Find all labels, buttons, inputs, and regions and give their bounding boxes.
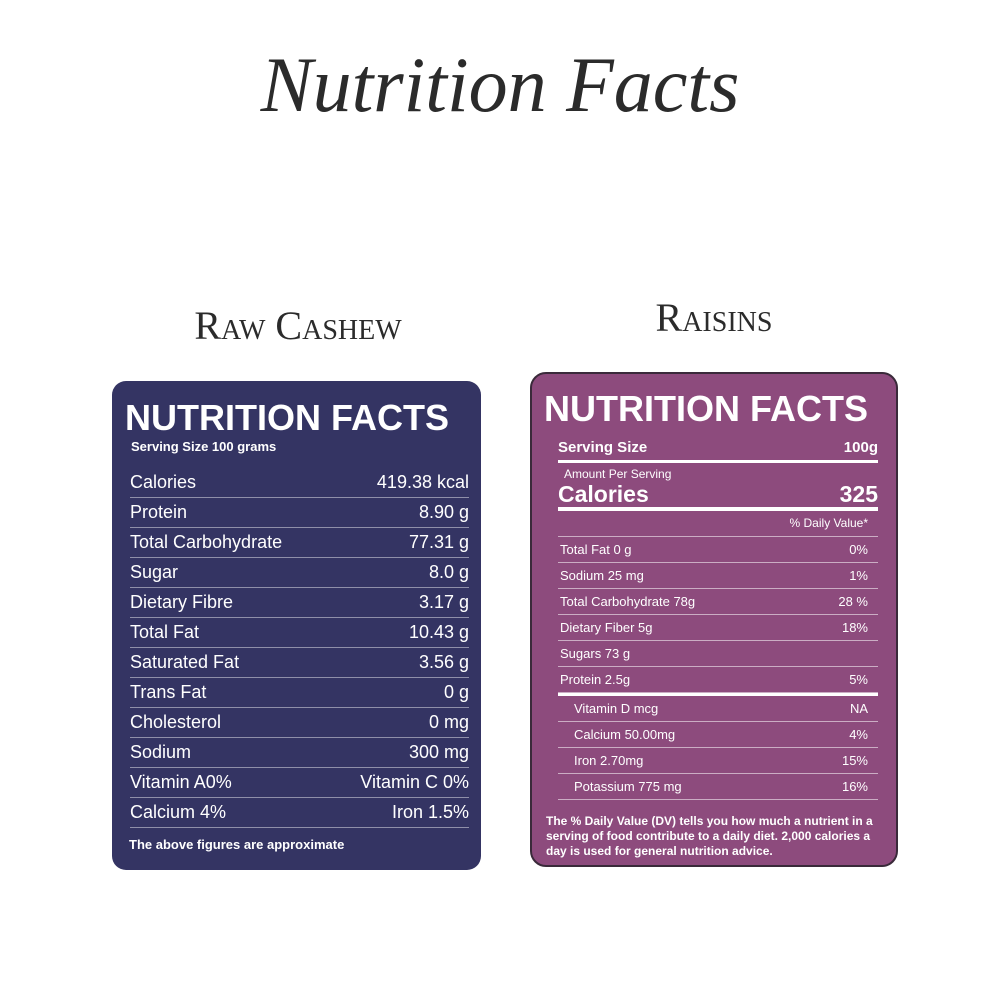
nutrient-name: Sugars 73 g — [560, 646, 631, 661]
nutrient-row: Vitamin A0% Vitamin C 0% — [130, 768, 469, 798]
nutrient-name: Calcium 4% — [130, 802, 227, 822]
nutrient-name: Total Carbohydrate 78g — [560, 594, 696, 609]
nutrient-name: Trans Fat — [130, 682, 207, 702]
nutrient-value: 15% — [841, 753, 868, 768]
nutrient-value: 8.90 g — [418, 502, 469, 522]
page-title: Nutrition Facts — [260, 41, 740, 128]
cashew-label: NUTRITION FACTS Serving Size 100 grams C… — [112, 381, 481, 870]
nutrient-row: Saturated Fat 3.56 g — [130, 648, 469, 678]
dv-header: % Daily Value* — [558, 511, 878, 537]
nutrient-value: Vitamin C 0% — [360, 772, 469, 792]
vitamin-rows: Vitamin D mcg NA Calcium 50.00mg 4% Iron 2.7… — [558, 693, 878, 800]
rows: Calories 419.38 kcal Protein 8.90 g Total Ca… — [130, 468, 469, 828]
nutrient-name: Sugar — [130, 562, 179, 582]
nutrient-row: Total Fat 10.43 g — [130, 618, 469, 648]
nutrient-row: Dietary Fiber 5g 18% — [558, 615, 878, 641]
nutrient-row: Iron 2.70mg 15% — [558, 748, 878, 774]
nutrient-row: Sodium 25 mg 1% — [558, 563, 878, 589]
nutrient-row: Vitamin D mcg NA — [558, 696, 878, 722]
nutrient-name: Protein — [130, 502, 188, 522]
raisins-heading: Raisins — [655, 295, 773, 340]
serving-label: Serving Size — [558, 438, 648, 456]
nutrient-value: Iron 1.5% — [391, 802, 469, 822]
footnote: The % Daily Value (DV) tells you how muc… — [546, 814, 873, 858]
nutrient-value: 4% — [849, 727, 868, 742]
calories-row: Calories 325 — [558, 481, 878, 511]
nutrient-row: Total Carbohydrate 78g 28 % — [558, 589, 878, 615]
calories-value: 325 — [839, 480, 878, 507]
rows: Serving Size 100g Amount Per Serving Cal… — [558, 434, 878, 800]
nutrient-name: Vitamin A0% — [130, 772, 232, 792]
cashew-heading: Raw Cashew — [194, 303, 402, 348]
nutrient-value: 0 mg — [428, 712, 469, 732]
nutrient-name: Total Fat — [130, 622, 200, 642]
amount-per-serving: Amount Per Serving — [564, 467, 672, 481]
nutrient-name: Calcium 50.00mg — [574, 727, 676, 742]
label-title: NUTRITION FACTS — [544, 388, 868, 429]
nutrient-name: Dietary Fiber 5g — [560, 620, 653, 635]
nutrient-value: 0% — [849, 542, 868, 557]
nutrient-row: Calories 419.38 kcal — [130, 468, 469, 498]
nutrient-value: 18% — [841, 620, 868, 635]
nutrient-value: 10.43 g — [408, 622, 469, 642]
nutrient-value: 3.17 g — [418, 592, 469, 612]
serving: Serving Size 100 grams — [131, 439, 277, 454]
nutrient-value: 77.31 g — [408, 532, 469, 552]
nutrient-value: 1% — [849, 568, 868, 583]
nutrient-name: Iron 2.70mg — [574, 753, 644, 768]
nutrient-value: 0 g — [443, 682, 469, 702]
nutrient-name: Dietary Fibre — [130, 592, 234, 612]
nutrient-row: Sugars 73 g — [558, 641, 878, 667]
nutrient-row: Sodium 300 mg — [130, 738, 469, 768]
nutrient-name: Saturated Fat — [130, 652, 240, 672]
nutrient-rows: Total Fat 0 g 0% Sodium 25 mg 1% Total Carbo… — [558, 537, 878, 693]
nutrient-row: Protein 2.5g 5% — [558, 667, 878, 693]
raisins-label: NUTRITION FACTS Serving Size 100g Amount… — [530, 372, 898, 867]
nutrient-value: 8.0 g — [428, 562, 469, 582]
nutrient-row: Protein 8.90 g — [130, 498, 469, 528]
nutrient-row: Calcium 50.00mg 4% — [558, 722, 878, 748]
serving-value: 100g — [843, 438, 878, 456]
serving-row: Serving Size 100g — [558, 434, 878, 463]
nutrient-name: Protein 2.5g — [560, 672, 631, 687]
nutrient-value: 300 mg — [408, 742, 469, 762]
nutrient-row: Dietary Fibre 3.17 g — [130, 588, 469, 618]
nutrient-name: Potassium 775 mg — [574, 779, 682, 794]
nutrient-name: Sodium 25 mg — [560, 568, 644, 583]
nutrient-row: Total Fat 0 g 0% — [558, 537, 878, 563]
nutrient-name: Calories — [130, 472, 197, 492]
nutrient-value: 5% — [849, 672, 868, 687]
nutrient-row: Sugar 8.0 g — [130, 558, 469, 588]
nutrient-name: Total Fat 0 g — [560, 542, 632, 557]
nutrient-value: 419.38 kcal — [376, 472, 469, 492]
nutrient-row: Potassium 775 mg 16% — [558, 774, 878, 800]
nutrient-name: Cholesterol — [130, 712, 222, 732]
label-title: NUTRITION FACTS — [125, 397, 449, 438]
nutrient-name: Sodium — [130, 742, 192, 762]
nutrient-row: Total Carbohydrate 77.31 g — [130, 528, 469, 558]
nutrient-row: Trans Fat 0 g — [130, 678, 469, 708]
nutrient-row: Calcium 4% Iron 1.5% — [130, 798, 469, 828]
nutrient-value: 3.56 g — [418, 652, 469, 672]
nutrient-row: Cholesterol 0 mg — [130, 708, 469, 738]
calories-label: Calories — [558, 480, 649, 507]
footnote: The above figures are approximate — [129, 837, 345, 852]
nutrient-name: Vitamin D mcg — [574, 701, 659, 716]
nutrient-value: NA — [849, 701, 868, 716]
nutrient-value: 16% — [841, 779, 868, 794]
nutrient-value: 28 % — [838, 594, 868, 609]
nutrient-name: Total Carbohydrate — [130, 532, 283, 552]
